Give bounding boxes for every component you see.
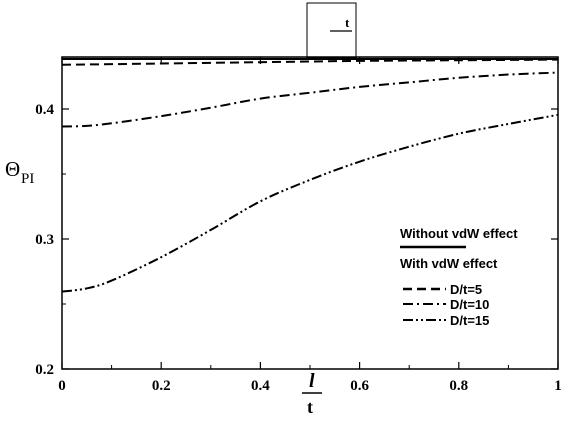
legend-label-dt10: D/t=10 xyxy=(450,297,489,312)
series-line-dash-dot xyxy=(61,71,559,128)
x-axis-label: l t xyxy=(302,370,322,417)
x-axis-label-numerator: l xyxy=(309,370,315,392)
y-tick-label: 0.2 xyxy=(35,362,54,378)
legend-label-dt5: D/t=5 xyxy=(450,282,482,297)
y-axis-label-main: Θ xyxy=(5,157,20,181)
x-tick-label: 0.4 xyxy=(251,378,270,394)
x-tick-label: 0 xyxy=(58,378,66,394)
legend: Without vdW effect With vdW effect D/t=5… xyxy=(400,226,518,328)
y-tick-label: 0.4 xyxy=(35,102,54,118)
inset-diagram: t xyxy=(306,2,357,59)
y-tick-label: 0.3 xyxy=(35,232,54,248)
y-axis-label-subscript: PI xyxy=(21,171,34,187)
series-line-dashed xyxy=(61,58,559,66)
x-tick-label: 1 xyxy=(554,378,562,394)
legend-label-dt15: D/t=15 xyxy=(450,313,489,328)
inset-label: t xyxy=(345,15,350,30)
x-tick-label: 0.8 xyxy=(449,378,468,394)
y-axis-label: Θ PI xyxy=(5,157,34,187)
series-line-dash-dot-dot xyxy=(61,113,559,293)
x-tick-label: 0.2 xyxy=(152,378,171,394)
x-tick-label: 0.6 xyxy=(350,378,369,394)
legend-header-bottom: With vdW effect xyxy=(400,256,498,271)
legend-header-top: Without vdW effect xyxy=(400,226,518,241)
x-axis-label-denominator: t xyxy=(307,397,313,417)
